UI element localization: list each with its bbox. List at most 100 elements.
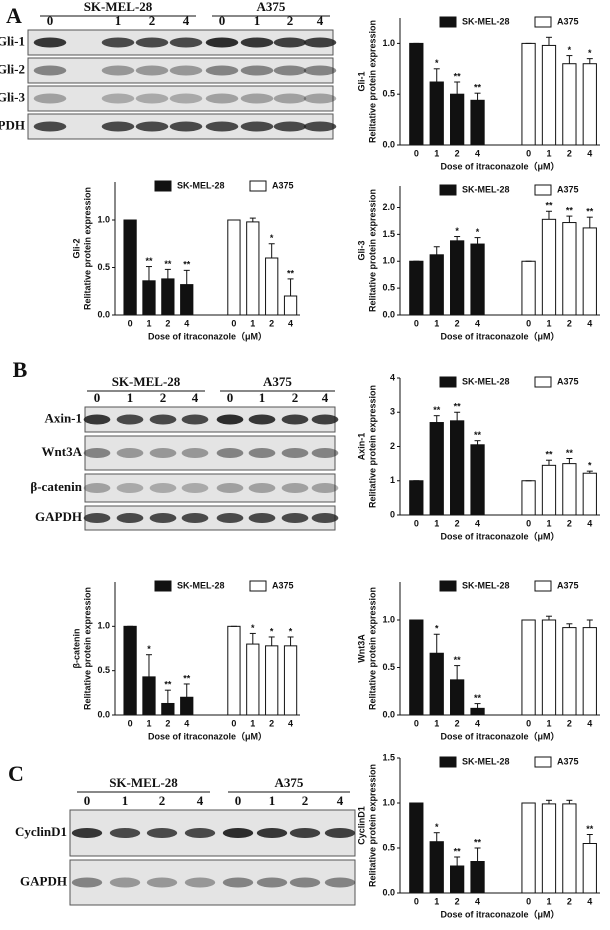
lane-label: 2 — [160, 390, 167, 405]
bar — [161, 278, 175, 316]
x-tick-label: 0 — [414, 896, 419, 906]
bar — [227, 219, 241, 316]
significance: ** — [454, 71, 462, 81]
blot-band — [248, 448, 276, 458]
lane-label: 0 — [235, 793, 242, 808]
x-tick-label: 1 — [434, 896, 439, 906]
row-label: GAPDH — [35, 509, 82, 524]
row-label: Wnt3A — [42, 444, 83, 459]
significance: ** — [287, 268, 295, 278]
blot-band — [71, 877, 103, 888]
x-tick-label: 1 — [146, 318, 151, 328]
blot-band — [205, 93, 239, 104]
legend-swatch — [439, 376, 457, 388]
significance: * — [270, 233, 274, 243]
lane-label: 2 — [149, 13, 156, 28]
y-tick-label: 1.0 — [382, 38, 395, 48]
significance: ** — [545, 201, 553, 211]
blot-band — [169, 65, 203, 76]
x-tick-label: 0 — [231, 718, 236, 728]
blot-band — [149, 448, 177, 458]
x-tick-label: 0 — [526, 896, 531, 906]
legend-swatch — [439, 16, 457, 28]
significance: * — [588, 48, 592, 58]
x-tick-label: 1 — [250, 318, 255, 328]
blot-band — [83, 414, 111, 425]
lane-label: 1 — [122, 793, 129, 808]
bar — [521, 802, 536, 894]
legend-label: SK-MEL-28 — [462, 580, 510, 590]
lane-label: 0 — [47, 13, 54, 28]
blot-band — [184, 877, 216, 888]
bar — [450, 240, 465, 316]
blot-band — [101, 37, 135, 48]
blot-band — [116, 513, 144, 523]
blot-band — [216, 448, 244, 458]
x-tick-label: 0 — [526, 518, 531, 528]
legend-label: SK-MEL-28 — [177, 580, 225, 590]
bar — [429, 652, 444, 716]
blot-band — [240, 65, 274, 76]
bar — [562, 803, 577, 894]
group-label: A375 — [257, 0, 286, 14]
blot-band — [216, 483, 244, 493]
bar — [283, 295, 298, 316]
x-axis-label: Dose of itraconazole（μM） — [148, 331, 267, 341]
bar — [582, 627, 597, 716]
bar — [470, 861, 485, 894]
bar — [227, 625, 241, 716]
lane-label: 4 — [192, 390, 199, 405]
x-tick-label: 4 — [587, 718, 592, 728]
y-tick-label: 2.0 — [382, 202, 395, 212]
significance: * — [476, 227, 480, 237]
bar — [450, 420, 465, 516]
legend-swatch — [534, 184, 552, 196]
bar — [429, 841, 444, 894]
blot-band — [248, 414, 276, 425]
blot-band — [169, 121, 203, 132]
y-tick-label: 0.0 — [97, 309, 110, 319]
blot-band — [248, 513, 276, 523]
y-axis-label: Relitative protein expression — [82, 187, 92, 310]
blot-strip — [84, 473, 336, 503]
lane-label: 1 — [115, 13, 122, 28]
x-tick-label: 2 — [567, 148, 572, 158]
blot-band — [281, 448, 309, 458]
legend-swatch — [534, 756, 552, 768]
legend-label: SK-MEL-28 — [462, 184, 510, 194]
significance: * — [435, 822, 439, 832]
bar — [180, 696, 194, 716]
significance: ** — [545, 450, 553, 460]
blot-band — [33, 121, 67, 132]
y-axis-title: Gli-2 — [71, 238, 81, 258]
group-label: A375 — [263, 374, 292, 389]
bar — [470, 707, 485, 716]
legend-label: A375 — [557, 756, 579, 766]
significance: ** — [474, 430, 482, 440]
blot-band — [83, 448, 111, 458]
significance: * — [435, 58, 439, 68]
bar — [246, 643, 260, 716]
legend-label: A375 — [557, 580, 579, 590]
blot-band — [222, 828, 254, 838]
legend-swatch — [534, 16, 552, 28]
bar — [409, 260, 424, 316]
blot-band — [135, 121, 169, 132]
x-axis-label: Dose of itraconazole（μM） — [440, 531, 559, 541]
blot-band — [184, 828, 216, 838]
blot-band — [289, 828, 321, 838]
y-axis-label: Relitative protein expression — [367, 385, 377, 508]
row-label: Gli-3 — [0, 89, 25, 104]
y-tick-label: 3 — [390, 407, 395, 417]
y-tick-label: 0.5 — [382, 842, 395, 852]
blot-band — [149, 513, 177, 523]
significance: ** — [474, 83, 482, 93]
x-tick-label: 4 — [587, 148, 592, 158]
significance: * — [270, 626, 274, 636]
x-tick-label: 4 — [587, 518, 592, 528]
blot-band — [273, 65, 307, 76]
y-axis-title: Axin-1 — [356, 433, 366, 461]
y-tick-label: 0.5 — [382, 662, 395, 672]
row-label: Axin-1 — [44, 410, 82, 425]
